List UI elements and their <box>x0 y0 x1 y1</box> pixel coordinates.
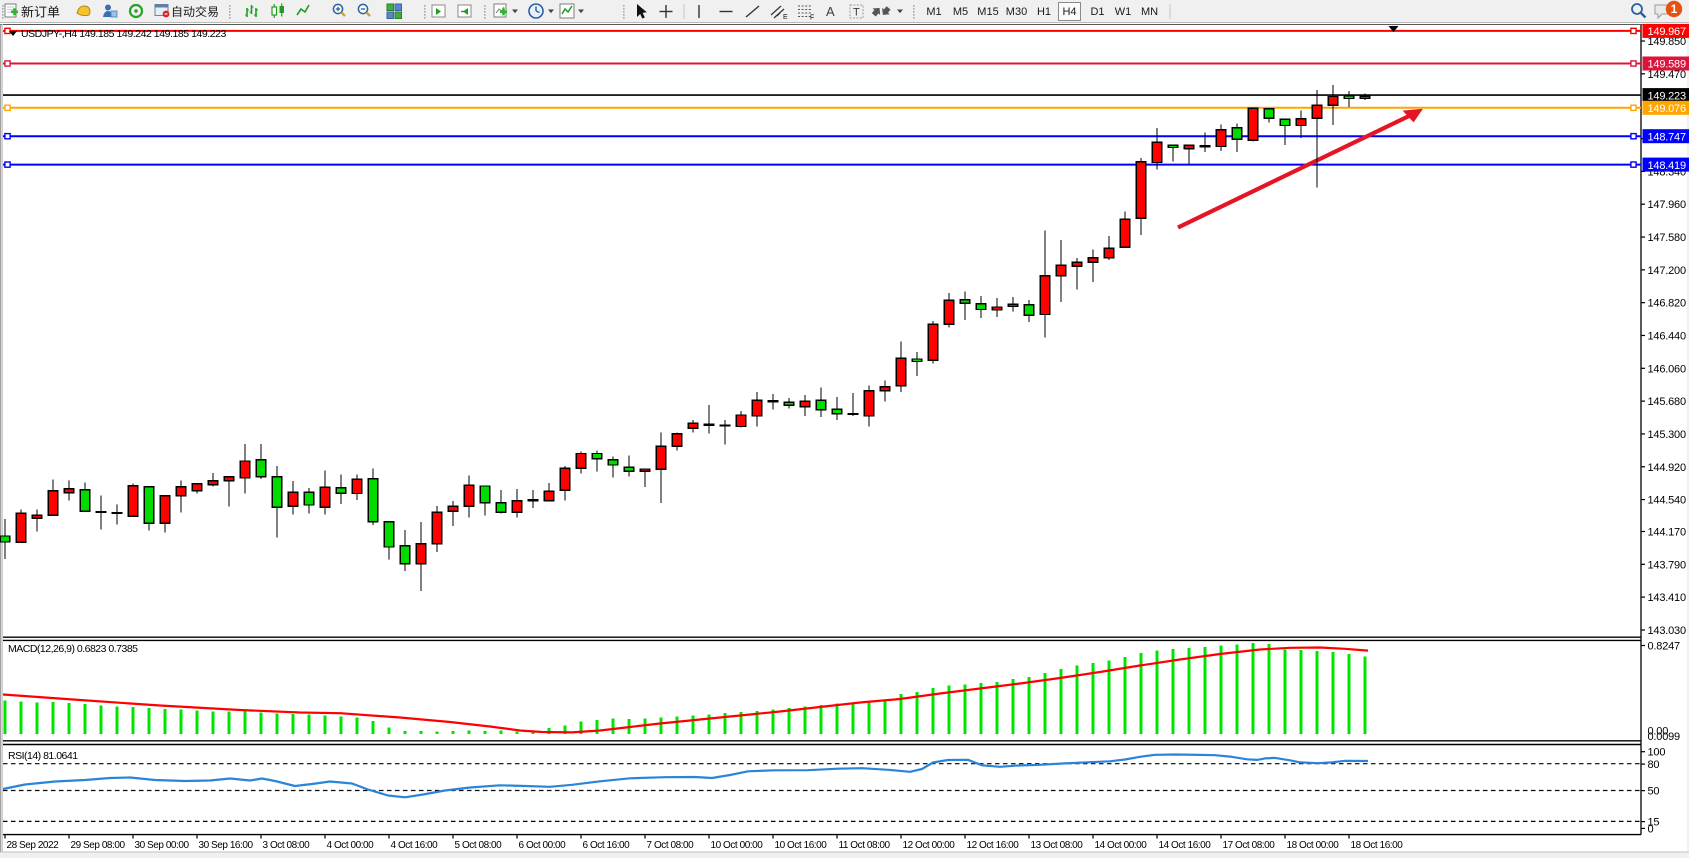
svg-text:M15: M15 <box>977 6 998 18</box>
svg-text:D1: D1 <box>1090 6 1104 18</box>
svg-text:144.170: 144.170 <box>1648 527 1686 539</box>
svg-text:0.8247: 0.8247 <box>1648 641 1681 653</box>
svg-text:149.470: 149.470 <box>1648 69 1686 81</box>
svg-text:28 Sep 2022: 28 Sep 2022 <box>7 840 60 851</box>
svg-text:18 Oct 00:00: 18 Oct 00:00 <box>1287 840 1340 851</box>
svg-text:149.967: 149.967 <box>1648 26 1686 38</box>
svg-text:0.00: 0.00 <box>1648 726 1669 738</box>
svg-text:50: 50 <box>1648 786 1660 798</box>
svg-text:145.680: 145.680 <box>1648 396 1686 408</box>
svg-text:147.200: 147.200 <box>1648 265 1686 277</box>
svg-text:T: T <box>853 7 860 19</box>
svg-text:7 Oct 08:00: 7 Oct 08:00 <box>647 840 695 851</box>
svg-text:148.747: 148.747 <box>1648 131 1686 143</box>
svg-text:30 Sep 16:00: 30 Sep 16:00 <box>199 840 254 851</box>
svg-text:148.419: 148.419 <box>1648 160 1686 172</box>
svg-text:145.300: 145.300 <box>1648 429 1686 441</box>
svg-text:3 Oct 08:00: 3 Oct 08:00 <box>263 840 311 851</box>
svg-text:143.410: 143.410 <box>1648 592 1686 604</box>
svg-text:5 Oct 08:00: 5 Oct 08:00 <box>455 840 503 851</box>
svg-text:144.540: 144.540 <box>1648 495 1686 507</box>
svg-text:13 Oct 08:00: 13 Oct 08:00 <box>1031 840 1084 851</box>
svg-text:149.589: 149.589 <box>1648 59 1686 71</box>
svg-text:146.820: 146.820 <box>1648 298 1686 310</box>
svg-text:W1: W1 <box>1115 6 1132 18</box>
svg-text:149.076: 149.076 <box>1648 103 1686 115</box>
svg-text:29 Sep 08:00: 29 Sep 08:00 <box>71 840 126 851</box>
svg-text:143.030: 143.030 <box>1648 625 1686 637</box>
svg-text:15: 15 <box>1648 817 1660 829</box>
svg-text:E: E <box>783 14 788 21</box>
svg-text:M5: M5 <box>953 6 968 18</box>
svg-text:11 Oct 08:00: 11 Oct 08:00 <box>839 840 891 851</box>
svg-text:M1: M1 <box>926 6 941 18</box>
svg-text:12 Oct 16:00: 12 Oct 16:00 <box>967 840 1020 851</box>
svg-text:14 Oct 16:00: 14 Oct 16:00 <box>1159 840 1212 851</box>
svg-text:0.0099: 0.0099 <box>1648 731 1681 743</box>
svg-text:18 Oct 16:00: 18 Oct 16:00 <box>1351 840 1404 851</box>
svg-text:146.440: 146.440 <box>1648 330 1686 342</box>
svg-text:1: 1 <box>1671 2 1678 16</box>
svg-text:RSI(14) 81.0641: RSI(14) 81.0641 <box>8 750 78 762</box>
svg-text:30 Sep 00:00: 30 Sep 00:00 <box>135 840 190 851</box>
svg-text:17 Oct 08:00: 17 Oct 08:00 <box>1223 840 1276 851</box>
svg-text:147.960: 147.960 <box>1648 199 1686 211</box>
svg-text:F: F <box>810 15 814 22</box>
svg-text:USDJPY-,H4 149.185 149.242 14: USDJPY-,H4 149.185 149.242 149.185 149.2… <box>21 28 226 40</box>
svg-text:144.920: 144.920 <box>1648 462 1686 474</box>
svg-text:MN: MN <box>1141 6 1158 18</box>
svg-text:146.060: 146.060 <box>1648 363 1686 375</box>
svg-text:H1: H1 <box>1037 6 1051 18</box>
svg-text:149.850: 149.850 <box>1648 36 1686 48</box>
svg-text:A: A <box>826 4 835 19</box>
svg-text:147.580: 147.580 <box>1648 232 1686 244</box>
svg-text:10 Oct 00:00: 10 Oct 00:00 <box>711 840 764 851</box>
svg-text:149.223: 149.223 <box>1648 90 1686 102</box>
svg-text:4 Oct 00:00: 4 Oct 00:00 <box>327 840 375 851</box>
svg-text:4 Oct 16:00: 4 Oct 16:00 <box>391 840 439 851</box>
svg-text:12 Oct 00:00: 12 Oct 00:00 <box>903 840 956 851</box>
svg-text:80: 80 <box>1648 759 1660 771</box>
svg-text:MACD(12,26,9) 0.6823 0.7385: MACD(12,26,9) 0.6823 0.7385 <box>8 643 138 655</box>
svg-text:14 Oct 00:00: 14 Oct 00:00 <box>1095 840 1148 851</box>
svg-text:0: 0 <box>1648 823 1654 835</box>
svg-text:6 Oct 00:00: 6 Oct 00:00 <box>519 840 567 851</box>
svg-text:143.790: 143.790 <box>1648 559 1686 571</box>
svg-text:H4: H4 <box>1062 6 1076 18</box>
svg-text:100: 100 <box>1648 747 1666 759</box>
svg-text:6 Oct 16:00: 6 Oct 16:00 <box>583 840 631 851</box>
svg-text:M30: M30 <box>1006 6 1027 18</box>
svg-text:10 Oct 16:00: 10 Oct 16:00 <box>775 840 828 851</box>
